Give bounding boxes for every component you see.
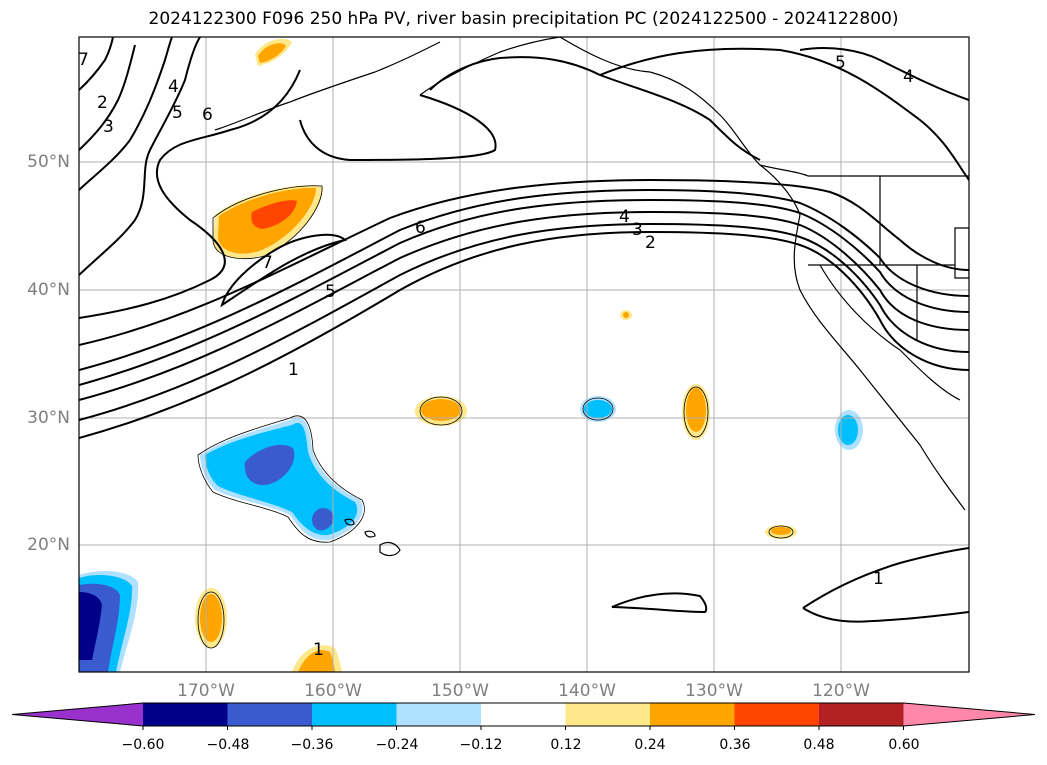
contour-label: 2 xyxy=(97,93,108,113)
precipitation-outlines xyxy=(197,185,794,649)
map-frame xyxy=(78,36,970,673)
map-title: 2024122300 F096 250 hPa PV, river basin … xyxy=(148,9,899,29)
colorbar-swatch xyxy=(734,703,820,726)
contour-label: 4 xyxy=(168,77,179,97)
contour-label: 2 xyxy=(645,233,656,253)
contour-label: 7 xyxy=(262,253,273,273)
colorbar-swatch xyxy=(143,703,228,726)
contour-label: 1 xyxy=(873,569,884,589)
contour-label: 5 xyxy=(835,53,846,73)
colorbar-tick-label: −0.12 xyxy=(459,737,503,753)
colorbar-swatch xyxy=(481,703,566,726)
colorbar-tick-label: −0.48 xyxy=(206,737,250,753)
colorbar-swatch xyxy=(227,703,313,726)
lat-label-30n: 30°N xyxy=(27,408,70,428)
contour-label: 4 xyxy=(903,67,914,87)
lon-label-150w: 150°W xyxy=(431,681,489,701)
lon-label-170w: 170°W xyxy=(177,681,235,701)
colorbar-tick-label: −0.24 xyxy=(375,737,419,753)
colorbar-extend-left xyxy=(12,703,143,726)
colorbar-tick-label: −0.36 xyxy=(290,737,334,753)
contour-label: 3 xyxy=(103,117,114,137)
colorbar-tick-label: 0.24 xyxy=(634,737,666,753)
colorbar-tick-label: −0.60 xyxy=(121,737,165,753)
colorbar-tick-label: 0.36 xyxy=(719,737,751,753)
colorbar-tick-label: 0.60 xyxy=(888,737,920,753)
colorbar-swatch xyxy=(312,703,397,726)
pv-contours xyxy=(79,37,969,623)
lat-label-40n: 40°N xyxy=(27,280,70,300)
graticule xyxy=(79,37,969,672)
lon-label-140w: 140°W xyxy=(558,681,616,701)
contour-labels: 1 1 1 2 2 3 3 4 4 4 5 5 5 6 6 7 7 xyxy=(78,50,914,660)
lon-label-120w: 120°W xyxy=(812,681,870,701)
lat-label-20n: 20°N xyxy=(27,535,70,555)
coastlines xyxy=(214,37,969,557)
colorbar xyxy=(11,702,1036,730)
contour-label: 5 xyxy=(325,282,336,302)
precipitation-shading xyxy=(79,38,863,672)
colorbar-swatch xyxy=(565,703,651,726)
lat-label-50n: 50°N xyxy=(27,152,70,172)
lon-label-130w: 130°W xyxy=(685,681,743,701)
colorbar-swatch xyxy=(819,703,904,726)
contour-label: 6 xyxy=(415,218,426,238)
colorbar-tick-label: 0.48 xyxy=(803,737,835,753)
colorbar-extend-right xyxy=(903,703,1035,726)
colorbar-swatch xyxy=(396,703,482,726)
contour-label: 4 xyxy=(619,207,630,227)
contour-label: 5 xyxy=(172,103,183,123)
contour-label: 3 xyxy=(632,220,643,240)
contour-label: 7 xyxy=(78,50,89,70)
colorbar-swatch xyxy=(650,703,735,726)
contour-label: 1 xyxy=(288,360,299,380)
colorbar-tick-label: 0.12 xyxy=(550,737,582,753)
contour-label: 6 xyxy=(202,105,213,125)
lon-label-160w: 160°W xyxy=(304,681,362,701)
contour-label: 1 xyxy=(313,640,324,660)
